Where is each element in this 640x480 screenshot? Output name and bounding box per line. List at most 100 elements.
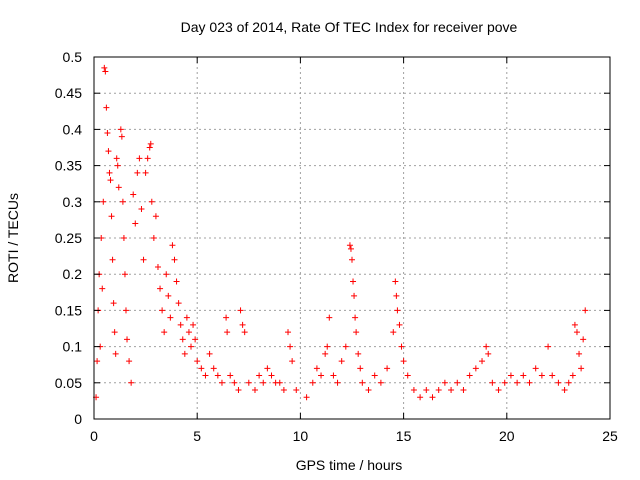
data-point xyxy=(117,126,124,133)
data-point xyxy=(289,358,296,365)
data-point xyxy=(569,372,576,379)
data-point xyxy=(152,213,159,220)
data-point xyxy=(357,365,364,372)
x-tick-label: 0 xyxy=(90,428,98,444)
axis-ticks xyxy=(93,56,611,420)
data-point xyxy=(113,155,120,162)
data-point xyxy=(154,263,161,270)
data-point xyxy=(285,329,292,336)
data-point xyxy=(441,379,448,386)
data-point xyxy=(142,169,149,176)
data-point xyxy=(104,130,111,137)
data-point xyxy=(349,256,355,263)
y-tick-label: 0.5 xyxy=(63,49,83,65)
data-point xyxy=(214,372,221,379)
y-axis-title: ROTI / TECUs xyxy=(5,193,21,283)
y-tick-label: 0 xyxy=(74,411,82,427)
data-point xyxy=(100,198,107,205)
data-point xyxy=(398,343,405,350)
data-point xyxy=(147,140,154,147)
data-point xyxy=(223,314,230,321)
data-point xyxy=(237,307,244,314)
y-tick-label: 0.2 xyxy=(63,266,83,282)
data-point xyxy=(410,387,417,394)
data-point xyxy=(507,372,514,379)
y-tick-label: 0.05 xyxy=(55,375,82,391)
data-point xyxy=(260,379,267,386)
data-point xyxy=(582,307,589,314)
data-point xyxy=(351,292,358,299)
data-point xyxy=(128,379,135,386)
x-tick-label: 5 xyxy=(193,428,201,444)
data-point xyxy=(396,321,403,328)
data-point xyxy=(573,329,580,336)
data-point xyxy=(190,321,197,328)
data-point xyxy=(167,314,174,321)
data-point xyxy=(264,365,271,372)
data-point xyxy=(580,336,587,343)
data-point xyxy=(144,155,151,162)
y-tick-label: 0.4 xyxy=(63,121,83,137)
x-tick-label: 15 xyxy=(396,428,412,444)
data-point xyxy=(353,329,360,336)
data-point xyxy=(578,365,585,372)
data-point xyxy=(218,379,225,386)
plot-area-frame xyxy=(93,56,611,420)
data-point xyxy=(206,350,213,357)
data-point xyxy=(102,68,109,75)
data-point xyxy=(132,220,139,227)
data-point xyxy=(169,242,176,249)
data-point xyxy=(313,365,320,372)
y-tick-label: 0.45 xyxy=(55,85,82,101)
data-point xyxy=(454,379,461,386)
data-point xyxy=(150,235,157,241)
data-point xyxy=(120,235,127,241)
data-point xyxy=(112,350,119,357)
data-point xyxy=(280,387,287,394)
data-point xyxy=(171,256,178,263)
data-point xyxy=(119,198,126,205)
data-point xyxy=(146,144,153,151)
data-point xyxy=(545,343,552,350)
data-point xyxy=(136,155,143,162)
data-point xyxy=(350,278,357,285)
data-points xyxy=(93,64,589,401)
data-point xyxy=(377,379,384,386)
x-tick-label: 20 xyxy=(499,428,515,444)
data-point xyxy=(165,292,172,299)
data-point xyxy=(177,321,184,328)
data-point xyxy=(538,372,545,379)
y-tick-labels: 0 0.05 0.1 0.15 0.2 0.25 0.3 0.35 0.4 0.45 0.5 xyxy=(55,49,82,427)
data-point xyxy=(210,365,217,372)
data-point xyxy=(429,394,436,401)
data-point xyxy=(384,365,391,372)
data-point xyxy=(159,307,166,314)
data-point xyxy=(501,379,508,386)
data-point xyxy=(495,387,502,394)
data-point xyxy=(198,365,205,372)
gridlines xyxy=(94,57,610,419)
data-point xyxy=(483,343,490,350)
data-point xyxy=(532,365,539,372)
data-point xyxy=(365,387,372,394)
data-point xyxy=(394,307,401,314)
data-point xyxy=(371,372,378,379)
data-point xyxy=(526,379,533,386)
data-point xyxy=(161,329,168,336)
data-point xyxy=(400,358,407,365)
data-point xyxy=(101,64,108,71)
data-point xyxy=(287,343,294,350)
data-point xyxy=(105,148,112,155)
data-point xyxy=(309,379,316,386)
data-point xyxy=(303,394,310,401)
data-point xyxy=(111,329,118,336)
data-point xyxy=(404,372,411,379)
chart-title: Day 023 of 2014, Rate Of TEC Index for r… xyxy=(181,19,518,35)
data-point xyxy=(106,169,113,176)
data-point xyxy=(489,379,496,386)
data-point xyxy=(352,314,359,321)
data-point xyxy=(173,278,180,285)
data-point xyxy=(148,198,155,205)
data-point xyxy=(239,321,246,328)
data-point xyxy=(126,358,133,365)
